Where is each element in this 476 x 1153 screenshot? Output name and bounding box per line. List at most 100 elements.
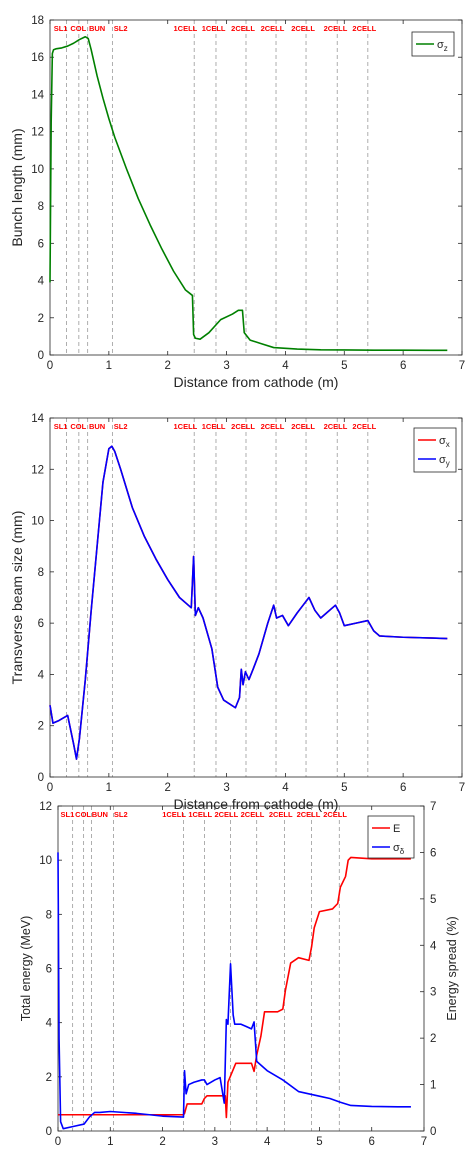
element-marker-label: 2CELL (352, 24, 376, 33)
x-tick-label: 7 (459, 782, 465, 794)
element-marker-label: SL1 (61, 810, 75, 819)
element-marker-label: COL (70, 422, 86, 431)
x-tick-label: 0 (47, 782, 53, 794)
x-tick-label: 6 (400, 360, 406, 372)
x-axis-label: Distance from cathode (m) (174, 374, 339, 390)
x-tick-label: 6 (400, 782, 406, 794)
x-tick-label: 2 (165, 782, 171, 794)
x-tick-label: 4 (282, 360, 289, 372)
y-axis-label: Transverse beam size (mm) (9, 511, 25, 685)
element-marker-label: 2CELL (291, 24, 315, 33)
y2-tick-label: 1 (430, 1080, 436, 1092)
x-tick-label: 5 (316, 1136, 322, 1148)
x-tick-label: 3 (223, 360, 229, 372)
y-tick-label: 14 (31, 89, 44, 101)
element-marker-label: 1CELL (173, 422, 197, 431)
element-marker-label: SL2 (114, 422, 128, 431)
element-marker-label: 2CELL (231, 24, 255, 33)
legend-box (367, 815, 415, 859)
element-marker-label: 1CELL (202, 24, 226, 33)
legend-box (413, 427, 457, 473)
legend-entry: σx (439, 435, 450, 449)
element-marker-label: 2CELL (352, 422, 376, 431)
y-tick-label: 2 (38, 313, 44, 325)
element-marker-label: 1CELL (202, 422, 226, 431)
y-tick-label: 4 (38, 669, 45, 681)
series-line-σz (49, 35, 448, 352)
y-tick-label: 6 (38, 618, 44, 630)
element-marker-label: 2CELL (261, 422, 285, 431)
legend-entry: σy (439, 454, 450, 468)
y2-tick-label: 4 (430, 940, 437, 952)
chart-panel-2: SL1 COL BUN SL2 1CELL 1CELL 2CELL 2CELL 2CELL 2CE… (9, 413, 465, 812)
legend-entry: σz (437, 39, 448, 53)
element-marker-label: 2CELL (297, 810, 321, 819)
y2-tick-label: 0 (430, 1126, 436, 1138)
y-tick-label: 0 (38, 772, 44, 784)
x-tick-label: 5 (341, 782, 347, 794)
y-tick-label: 8 (38, 567, 44, 579)
y-tick-label: 10 (31, 164, 44, 176)
x-tick-label: 1 (106, 782, 112, 794)
y-tick-label: 6 (38, 238, 44, 250)
element-marker-label: COL (70, 24, 86, 33)
y2-tick-label: 7 (430, 801, 436, 813)
legend: σx σy (413, 427, 457, 473)
y-tick-label: 2 (46, 1072, 52, 1084)
y2-tick-label: 2 (430, 1033, 436, 1045)
x-tick-label: 7 (459, 360, 465, 372)
y-tick-label: 4 (46, 1018, 53, 1030)
y-tick-label: 12 (31, 127, 44, 139)
element-marker-label: 2CELL (324, 24, 348, 33)
element-marker-label: 2CELL (214, 810, 238, 819)
plot-frame (49, 19, 463, 356)
y-tick-label: 2 (38, 721, 44, 733)
element-marker-label: BUN (92, 810, 108, 819)
element-marker-label: COL (75, 810, 91, 819)
chart-panel-3: SL1 COL BUN SL2 1CELL 1CELL 2CELL 2CELL 2CELL 2CE… (19, 801, 459, 1153)
element-marker-label: 2CELL (261, 24, 285, 33)
element-marker-label: 1CELL (173, 24, 197, 33)
x-tick-label: 5 (341, 360, 347, 372)
x-tick-label: 1 (107, 1136, 113, 1148)
x-tick-label: 0 (47, 360, 53, 372)
element-marker-label: 1CELL (188, 810, 212, 819)
x-tick-label: 2 (159, 1136, 165, 1148)
element-marker-label: SL1 (54, 24, 68, 33)
element-marker-label: SL2 (114, 810, 128, 819)
y-tick-label: 10 (31, 516, 44, 528)
y-tick-label: 6 (46, 964, 52, 976)
y-tick-label: 0 (38, 350, 44, 362)
y-tick-label: 8 (46, 909, 52, 921)
chart-panel-1: SL1 COL BUN SL2 1CELL 1CELL 2CELL 2CELL 2CELL 2CE… (9, 15, 465, 390)
element-marker-label: 2CELL (269, 810, 293, 819)
y2-tick-label: 6 (430, 847, 436, 859)
series-line-σy (49, 445, 448, 760)
y2-tick-label: 5 (430, 894, 436, 906)
y-tick-label: 18 (31, 15, 44, 27)
element-marker-label: SL2 (114, 24, 128, 33)
element-marker-label: 2CELL (323, 810, 347, 819)
x-tick-label: 0 (55, 1136, 61, 1148)
y-tick-label: 0 (46, 1126, 52, 1138)
y2-tick-label: 3 (430, 987, 436, 999)
x-tick-label: 1 (106, 360, 112, 372)
element-marker-label: 1CELL (162, 810, 186, 819)
x-tick-label: 3 (223, 782, 229, 794)
y-tick-label: 16 (31, 52, 44, 64)
x-tick-label: 3 (212, 1136, 218, 1148)
x-tick-label: 2 (165, 360, 171, 372)
element-marker-label: 2CELL (324, 422, 348, 431)
y-tick-label: 10 (39, 855, 52, 867)
series-line-E (58, 856, 411, 1119)
series-line-σδ (57, 852, 411, 1130)
x-tick-label: 4 (264, 1136, 271, 1148)
legend: σz (411, 31, 455, 57)
element-marker-label: 2CELL (231, 422, 255, 431)
legend: Eσδ (367, 815, 415, 859)
x-tick-label: 4 (282, 782, 289, 794)
element-marker-label: BUN (89, 422, 105, 431)
plot-frame (49, 417, 463, 778)
y-tick-label: 14 (31, 413, 44, 425)
